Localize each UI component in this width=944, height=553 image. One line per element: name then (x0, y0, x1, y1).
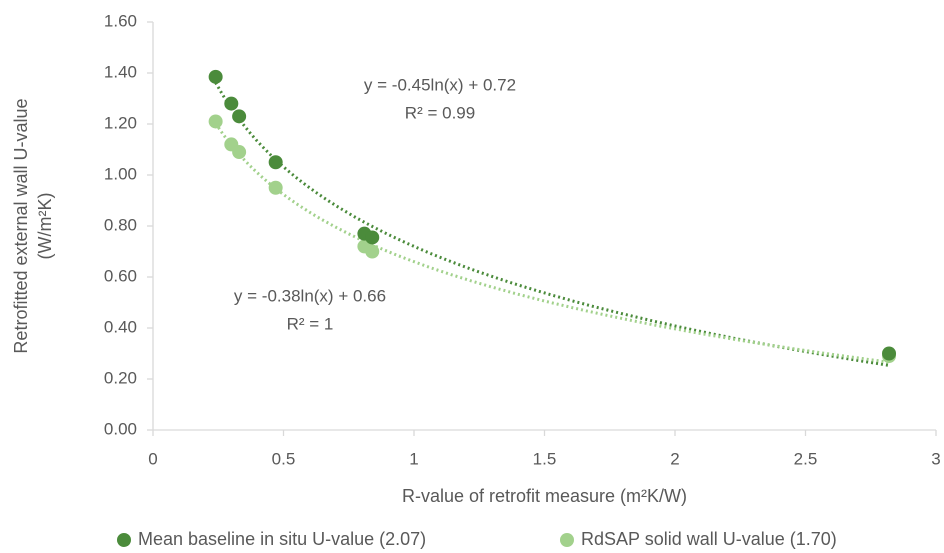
x-axis-title: R-value of retrofit measure (m²K/W) (402, 486, 687, 506)
legend-item: RdSAP solid wall U-value (1.70) (560, 529, 837, 549)
legend-item: Mean baseline in situ U-value (2.07) (117, 529, 426, 549)
legend-label: RdSAP solid wall U-value (1.70) (581, 529, 837, 549)
x-tick-label: 0 (148, 449, 157, 468)
point (268, 180, 283, 195)
trendline-r2: R² = 0.99 (405, 103, 475, 122)
trendline-equation: y = -0.45ln(x) + 0.72 (364, 75, 516, 94)
point (208, 69, 223, 84)
y-tick-label: 1.20 (104, 113, 137, 132)
y-tick-label: 1.60 (104, 11, 137, 30)
point (208, 114, 223, 129)
point (224, 96, 239, 111)
x-tick-label: 2 (670, 449, 679, 468)
trendline (214, 122, 890, 364)
point (232, 109, 247, 124)
x-tick-label: 3 (931, 449, 940, 468)
y-tick-label: 0.20 (104, 368, 137, 387)
point (268, 155, 283, 170)
x-tick-label: 0.5 (272, 449, 296, 468)
point (365, 230, 380, 245)
y-axis-title: Retrofitted external wall U-value (11, 98, 31, 353)
x-tick-label: 1 (409, 449, 418, 468)
y-tick-label: 0.00 (104, 419, 137, 438)
legend-marker (117, 533, 131, 547)
y-tick-label: 0.80 (104, 215, 137, 234)
y-tick-label: 1.00 (104, 164, 137, 183)
point (232, 145, 247, 160)
trendline-equation: y = -0.38ln(x) + 0.66 (234, 286, 386, 305)
legend-label: Mean baseline in situ U-value (2.07) (138, 529, 426, 549)
legend-marker (560, 533, 574, 547)
x-tick-label: 2.5 (794, 449, 818, 468)
y-tick-label: 0.40 (104, 317, 137, 336)
point (365, 244, 380, 259)
x-tick-label: 1.5 (533, 449, 557, 468)
y-axis-title: (W/m²K) (35, 193, 55, 260)
trendline-r2: R² = 1 (287, 314, 334, 333)
point (882, 346, 897, 361)
y-tick-label: 0.60 (104, 266, 137, 285)
y-tick-label: 1.40 (104, 62, 137, 81)
